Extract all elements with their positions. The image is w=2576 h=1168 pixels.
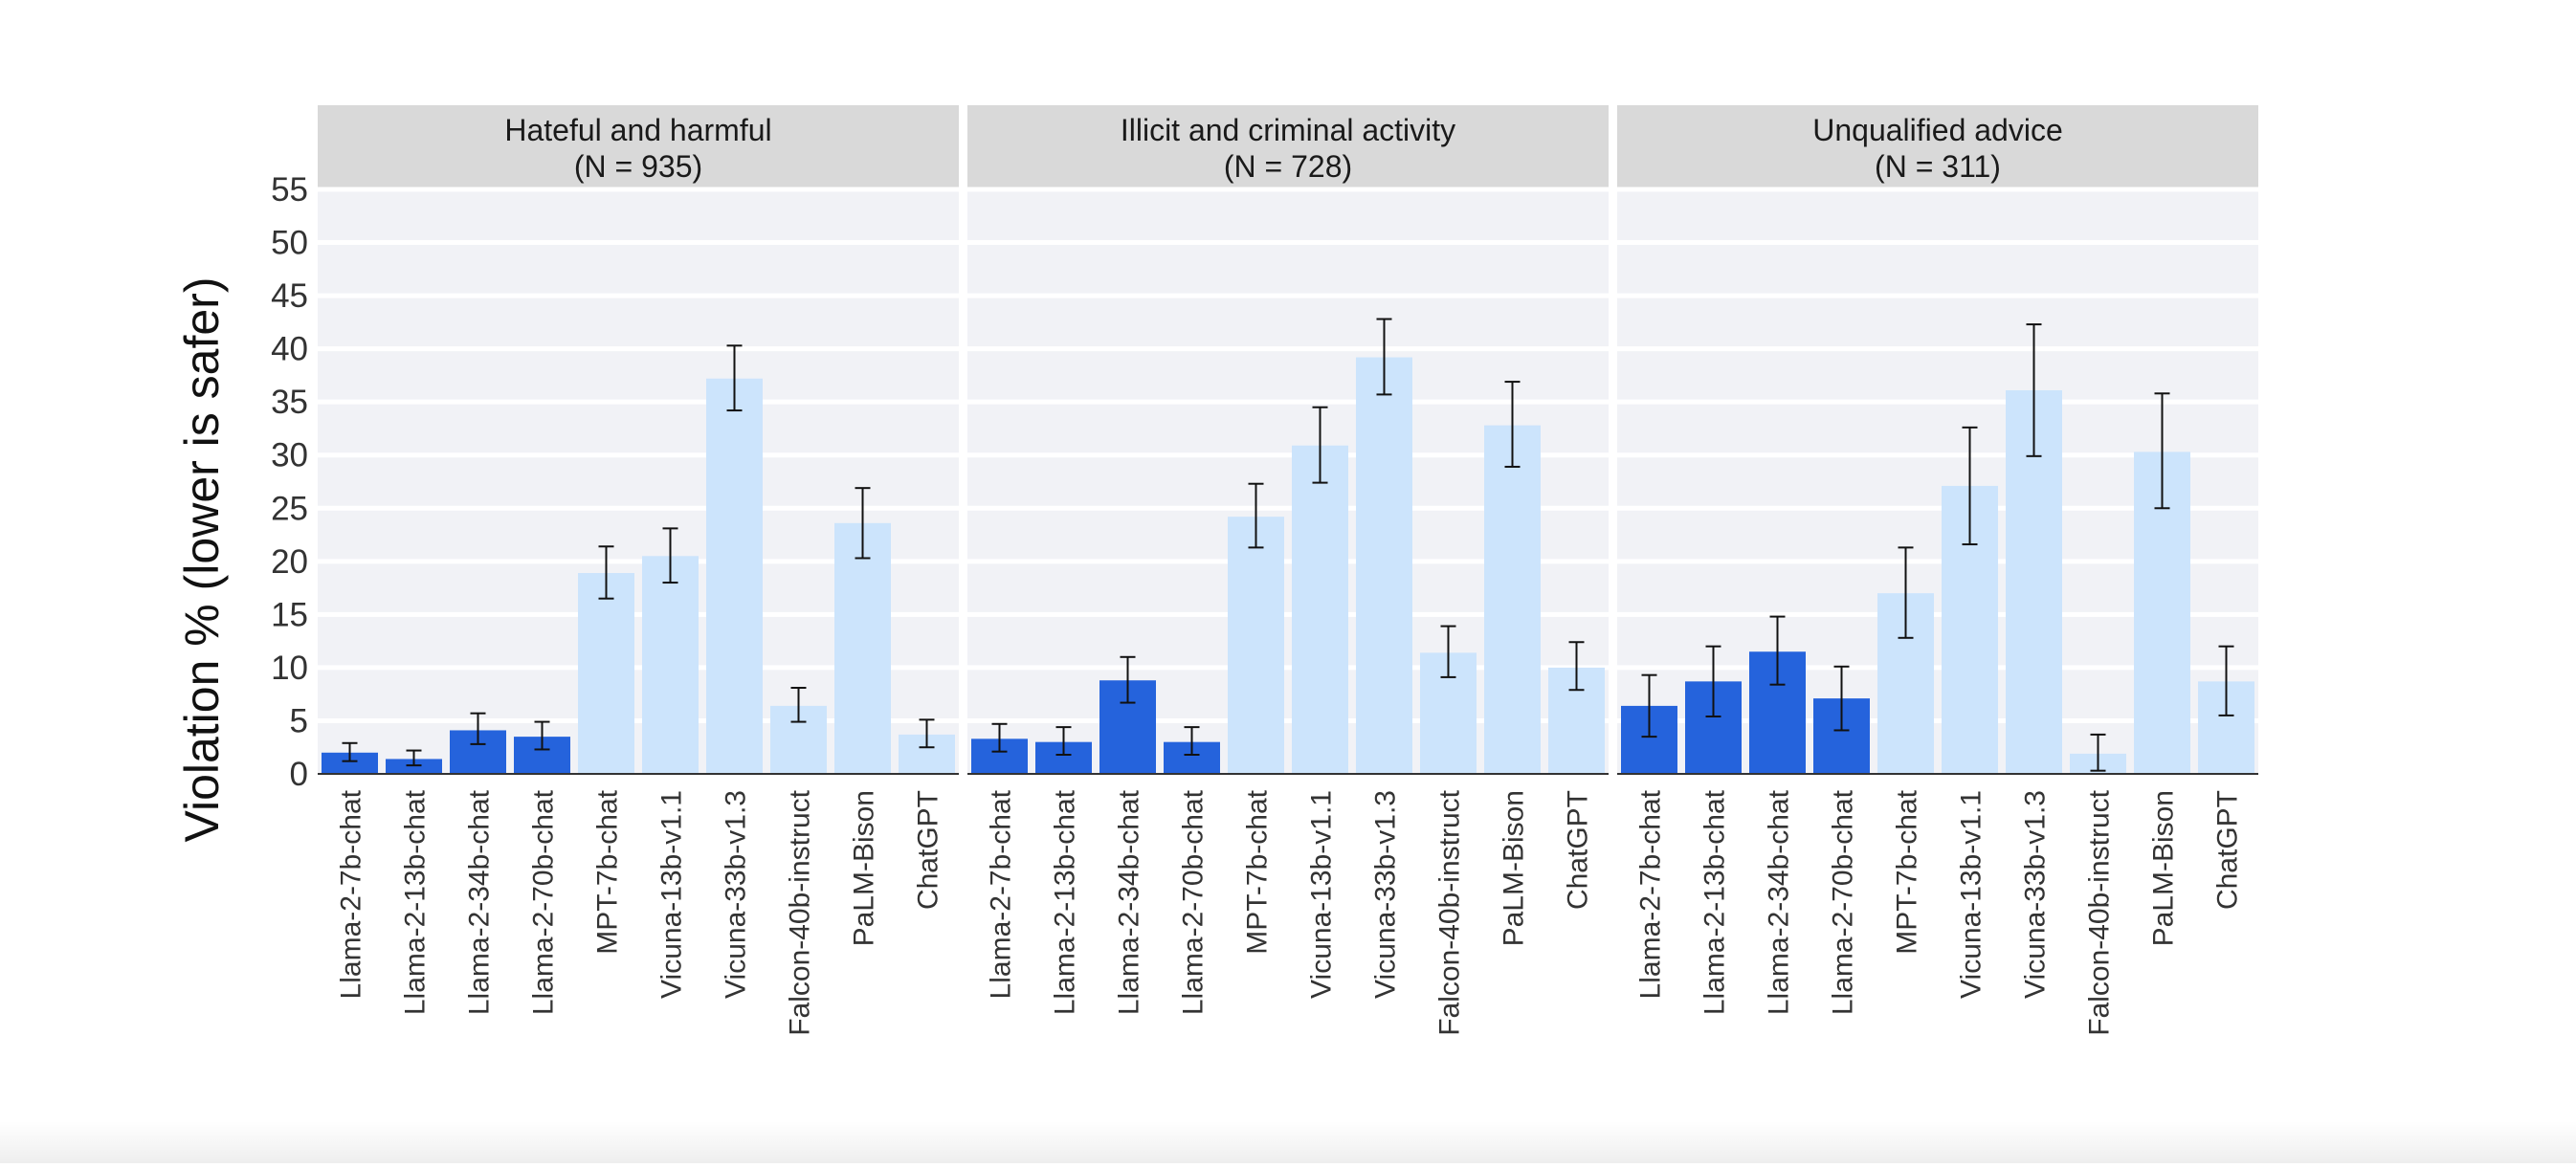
facet-title: Hateful and harmful: [504, 113, 771, 147]
x-tick-label: Llama-2-34b-chat: [464, 789, 496, 1015]
bar: [834, 522, 891, 774]
error-bar: [1312, 406, 1328, 484]
x-tick-label: Llama-2-13b-chat: [1699, 789, 1731, 1015]
bar: [706, 378, 763, 774]
page-bottom-shadow: [0, 1121, 2576, 1163]
error-bar: [1641, 673, 1657, 738]
facet-strip: [1617, 105, 2258, 189]
facet-subtitle: (N = 728): [1224, 149, 1352, 184]
x-tick-label: Vicuna-33b-v1.3: [721, 790, 752, 999]
facet-panel-1: Hateful and harmful(N = 935) Llama-2-7b-c…: [318, 105, 959, 1036]
facet-strip: [318, 105, 959, 189]
x-tick-label: Vicuna-13b-v1.1: [656, 790, 688, 999]
x-tick-label: Llama-2-70b-chat: [1828, 789, 1859, 1015]
bar: [578, 573, 634, 774]
error-bar: [2090, 733, 2106, 772]
x-tick-label: MPT-7b-chat: [1242, 789, 1274, 954]
y-tick-label: 0: [290, 756, 308, 793]
y-tick-label: 15: [271, 596, 308, 633]
facet-title: Illicit and criminal activity: [1121, 113, 1455, 147]
x-tick-label: MPT-7b-chat: [592, 789, 624, 954]
error-bar: [1440, 625, 1456, 678]
error-bar: [1376, 318, 1392, 396]
x-tick-label: PaLM-Bison: [2148, 790, 2180, 946]
error-bar: [342, 741, 358, 762]
error-bar: [919, 718, 935, 749]
x-tick-label: Llama-2-13b-chat: [1050, 789, 1081, 1015]
y-tick-label: 25: [271, 490, 308, 527]
x-tick-label: Falcon-40b-instruct: [1434, 789, 1466, 1035]
error-bar: [726, 344, 743, 412]
x-tick-label: Llama-2-13b-chat: [400, 789, 432, 1015]
error-bar: [1769, 615, 1786, 686]
facet-panel-2: Illicit and criminal activity(N = 728) Ll…: [967, 105, 1609, 1036]
x-tick-label: MPT-7b-chat: [1892, 789, 1923, 954]
y-tick-label: 10: [271, 650, 308, 687]
error-bar: [1705, 645, 1721, 718]
x-tick-label: PaLM-Bison: [849, 790, 880, 946]
error-bar: [1833, 665, 1850, 732]
facet-subtitle: (N = 935): [574, 149, 702, 184]
error-bar: [1962, 426, 1978, 546]
error-bar: [790, 687, 807, 723]
error-bar: [1568, 641, 1585, 692]
x-tick-label: Llama-2-70b-chat: [528, 789, 560, 1015]
facet-strip: [967, 105, 1609, 189]
bar: [1292, 445, 1348, 774]
x-tick-label: Llama-2-7b-chat: [1635, 789, 1667, 999]
facet-subtitle: (N = 311): [1875, 149, 2001, 184]
x-tick-label: PaLM-Bison: [1499, 790, 1530, 946]
x-tick-label: Vicuna-13b-v1.1: [1956, 790, 1988, 999]
x-tick-label: Vicuna-13b-v1.1: [1306, 790, 1338, 999]
x-tick-label: Llama-2-34b-chat: [1764, 789, 1795, 1015]
x-tick-label: Falcon-40b-instruct: [2084, 789, 2116, 1035]
bar: [386, 759, 442, 774]
x-tick-label: Vicuna-33b-v1.3: [2020, 790, 2052, 999]
bar: [322, 752, 378, 774]
error-bar: [1184, 726, 1200, 757]
y-tick-label: 50: [271, 225, 308, 262]
error-bar: [2218, 645, 2234, 716]
x-tick-label: ChatGPT: [1563, 790, 1594, 910]
facet-title: Unqualified advice: [1812, 113, 2063, 147]
error-bar: [855, 487, 871, 560]
error-bar: [1120, 655, 1136, 704]
y-tick-label: 40: [271, 331, 308, 368]
y-tick-label: 35: [271, 384, 308, 421]
error-bar: [406, 749, 422, 767]
error-bar: [1898, 546, 1914, 639]
facet-panel-3: Unqualified advice(N = 311) Llama-2-7b-ch…: [1617, 105, 2258, 1036]
y-tick-label: 45: [271, 277, 308, 315]
error-bar: [1504, 381, 1521, 468]
bar: [1228, 517, 1284, 774]
x-tick-label: ChatGPT: [913, 790, 944, 910]
x-tick-label: ChatGPT: [2212, 790, 2244, 910]
y-tick-label: 20: [271, 543, 308, 581]
error-bar: [662, 527, 678, 584]
error-bar: [534, 720, 550, 751]
error-bar: [991, 722, 1008, 753]
bar: [1356, 357, 1412, 774]
y-tick-label: 55: [271, 171, 308, 209]
bar: [642, 556, 699, 774]
error-bar: [470, 712, 486, 745]
x-tick-label: Llama-2-34b-chat: [1114, 789, 1145, 1015]
error-bar: [1248, 482, 1264, 549]
error-bar: [2154, 392, 2170, 510]
x-tick-label: Falcon-40b-instruct: [785, 789, 816, 1035]
x-tick-label: Vicuna-33b-v1.3: [1370, 790, 1402, 999]
error-bar: [1055, 726, 1072, 757]
error-bar: [2026, 323, 2042, 457]
x-tick-label: Llama-2-7b-chat: [986, 789, 1017, 999]
x-tick-label: Llama-2-70b-chat: [1178, 789, 1210, 1015]
bar: [1484, 425, 1541, 774]
y-axis-label: Violation % (lower is safer): [175, 277, 229, 843]
x-tick-label: Llama-2-7b-chat: [336, 789, 367, 999]
error-bar: [598, 545, 614, 600]
y-tick-label: 5: [290, 702, 308, 739]
y-tick-label: 30: [271, 437, 308, 474]
